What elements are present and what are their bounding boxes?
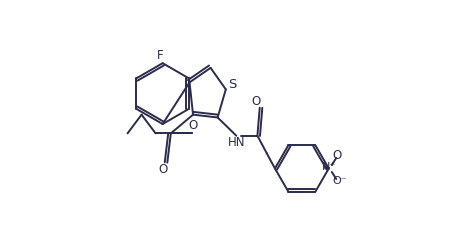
Text: O: O — [251, 95, 260, 108]
Text: F: F — [156, 49, 163, 62]
Text: O: O — [333, 149, 342, 162]
Text: O: O — [188, 119, 197, 132]
Text: S: S — [228, 78, 236, 91]
Text: HN: HN — [227, 136, 245, 149]
Text: N⁺: N⁺ — [322, 162, 336, 172]
Text: O: O — [159, 163, 168, 176]
Text: O⁻: O⁻ — [332, 176, 347, 186]
